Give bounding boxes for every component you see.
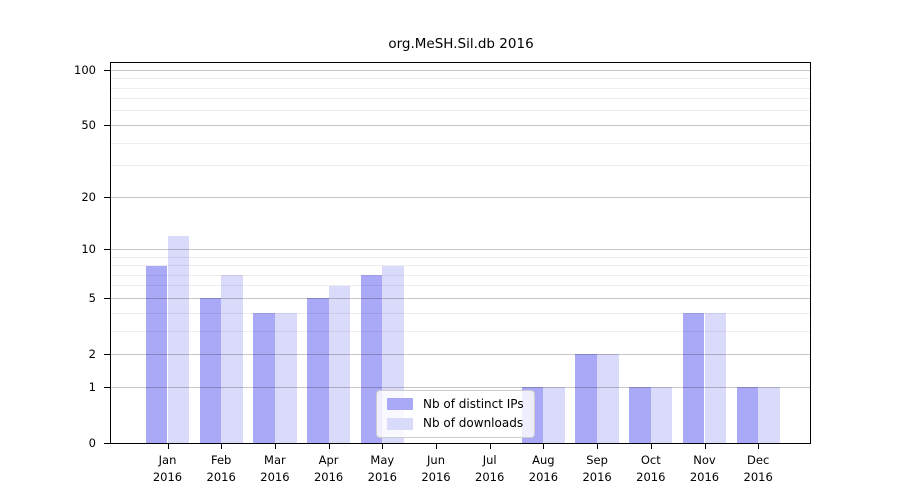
y-tick-100 <box>104 69 110 71</box>
y-tick-2 <box>104 353 110 355</box>
y-tick-label-5: 5 <box>88 290 96 305</box>
x-tick-label-mar: Mar 2016 <box>260 453 290 484</box>
legend-item-distinct-ips: Nb of distinct IPs <box>387 397 524 411</box>
y-tick-label-10: 10 <box>81 241 96 256</box>
bar-downloads-mar <box>274 313 297 443</box>
gridline-major-10 <box>111 248 810 250</box>
x-tick-label-dec: Dec 2016 <box>743 453 773 484</box>
x-tick-label-oct: Oct 2016 <box>636 453 666 484</box>
bar-downloads-jan <box>167 235 190 443</box>
gridline-minor-6 <box>111 285 810 287</box>
y-tick-10 <box>104 248 110 250</box>
x-axis: Jan 2016 Feb 2016 Mar 2016 Apr 2016 May 2016… <box>110 444 811 494</box>
bar-downloads-oct <box>650 387 673 443</box>
x-tick-oct <box>650 444 652 449</box>
bar-downloads-aug <box>543 387 566 443</box>
gridline-major-2 <box>111 353 810 355</box>
gridline-minor-9 <box>111 256 810 258</box>
y-tick-label-20: 20 <box>81 189 96 204</box>
gridline-minor-80 <box>111 87 810 89</box>
x-tick-nov <box>704 444 706 449</box>
gridline-minor-30 <box>111 165 810 167</box>
x-tick-jan <box>167 444 169 449</box>
y-tick-0 <box>104 442 110 444</box>
x-tick-label-apr: Apr 2016 <box>313 453 344 484</box>
y-tick-label-2: 2 <box>88 346 96 361</box>
x-tick-label-may: May 2016 <box>367 453 397 484</box>
y-tick-label-100: 100 <box>74 62 96 77</box>
x-tick-jun <box>436 444 437 449</box>
gridline-minor-8 <box>111 265 810 267</box>
legend-item-downloads: Nb of downloads <box>387 416 524 430</box>
x-tick-may <box>382 444 384 449</box>
x-tick-aug <box>543 444 545 449</box>
bar-distinct-ips-apr <box>306 298 329 443</box>
y-axis: 0 1 2 5 10 20 50 100 <box>0 62 110 448</box>
legend-swatch-downloads <box>387 417 413 430</box>
gridline-minor-90 <box>111 78 810 80</box>
gridline-minor-3 <box>111 330 810 332</box>
gridline-major-1 <box>111 386 810 388</box>
gridline-minor-40 <box>111 142 810 144</box>
bar-distinct-ips-oct <box>629 387 651 443</box>
legend-label-downloads: Nb of downloads <box>423 416 524 431</box>
bar-distinct-ips-mar <box>253 313 275 443</box>
gridline-major-100 <box>111 69 810 71</box>
x-tick-mar <box>274 444 276 449</box>
bar-distinct-ips-jan <box>145 265 168 443</box>
y-tick-20 <box>104 196 110 198</box>
y-tick-5 <box>104 297 110 299</box>
bar-distinct-ips-sep <box>575 354 598 443</box>
bar-distinct-ips-dec <box>736 387 759 443</box>
bar-downloads-sep <box>597 354 619 443</box>
x-tick-label-jun: Jun 2016 <box>421 453 451 484</box>
bar-distinct-ips-nov <box>682 313 705 443</box>
bar-downloads-dec <box>758 387 780 443</box>
legend-label-distinct-ips: Nb of distinct IPs <box>423 397 524 411</box>
bar-distinct-ips-feb <box>199 298 222 443</box>
x-tick-sep <box>597 444 599 449</box>
gridline-major-5 <box>111 297 810 299</box>
y-tick-label-50: 50 <box>81 117 96 132</box>
chart-title: org.MeSH.Sil.db 2016 <box>388 36 534 52</box>
bar-downloads-feb <box>221 275 243 443</box>
x-tick-label-nov: Nov 2016 <box>689 453 720 484</box>
x-tick-label-jan: Jan 2016 <box>152 453 183 484</box>
y-tick-label-0: 0 <box>88 435 96 450</box>
gridline-minor-7 <box>111 274 810 276</box>
x-tick-label-aug: Aug 2016 <box>528 453 559 484</box>
legend: Nb of distinct IPs Nb of downloads <box>376 390 535 438</box>
y-tick-50 <box>104 124 110 126</box>
bar-downloads-nov <box>704 313 727 443</box>
x-tick-jul <box>489 444 491 449</box>
x-tick-dec <box>758 444 760 449</box>
legend-swatch-distinct-ips <box>387 398 413 411</box>
gridline-minor-60 <box>111 110 810 112</box>
x-tick-feb <box>221 444 223 449</box>
x-tick-apr <box>328 444 330 449</box>
x-tick-label-sep: Sep 2016 <box>582 453 612 484</box>
bar-downloads-apr <box>328 285 351 443</box>
gridline-major-50 <box>111 124 810 126</box>
x-tick-label-jul: Jul 2016 <box>475 453 505 484</box>
y-tick-1 <box>104 386 110 388</box>
x-tick-label-feb: Feb 2016 <box>206 453 236 484</box>
gridline-minor-4 <box>111 312 810 314</box>
gridline-minor-70 <box>111 98 810 100</box>
plot-area: Nb of distinct IPs Nb of downloads <box>110 62 811 444</box>
gridline-major-20 <box>111 196 810 198</box>
y-tick-label-1: 1 <box>88 379 96 394</box>
